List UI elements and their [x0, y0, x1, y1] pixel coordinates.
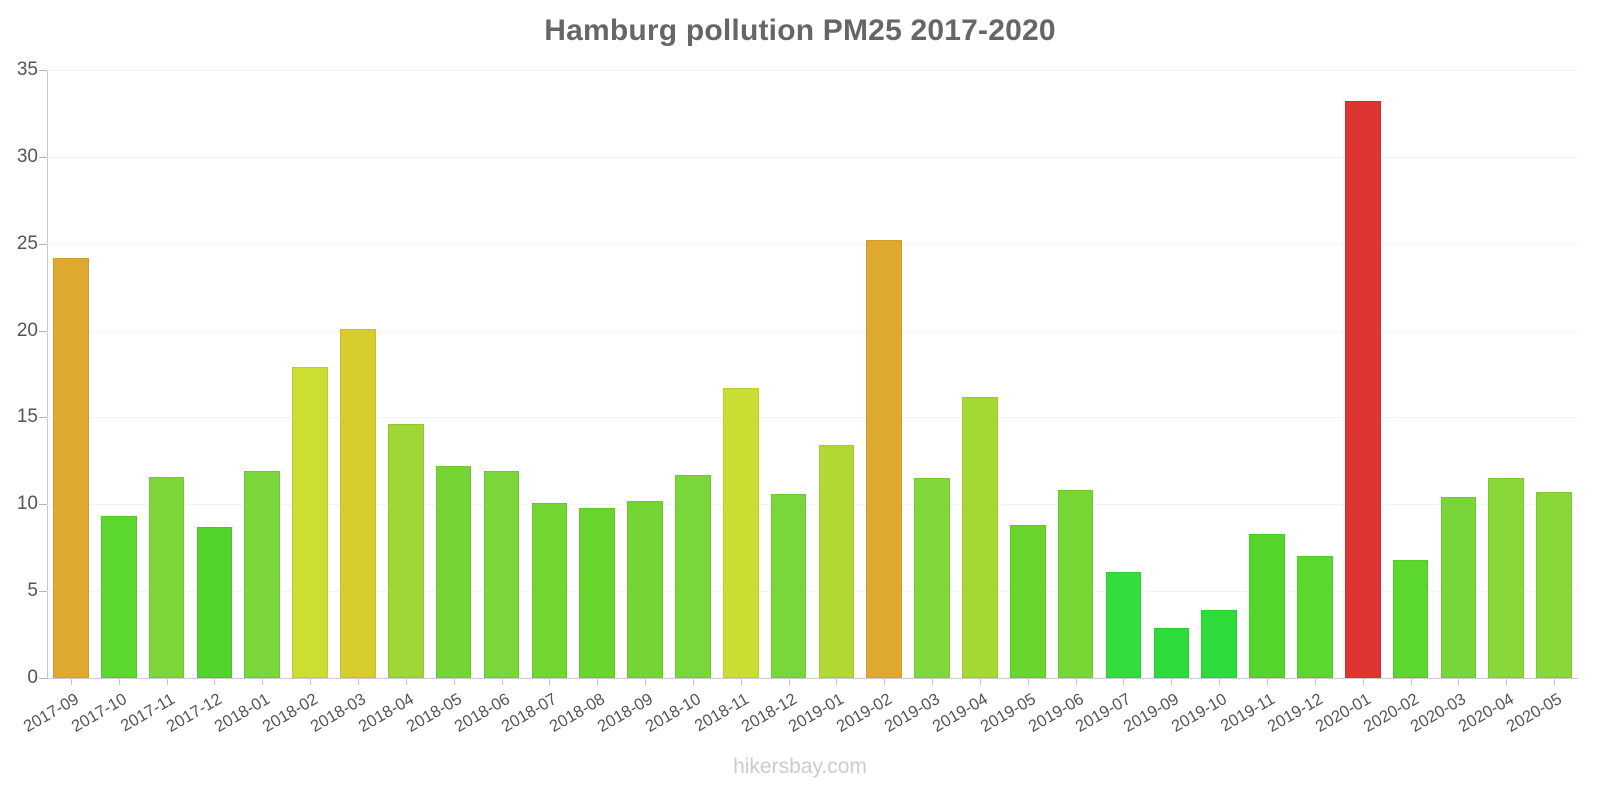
- y-tick-mark: [39, 417, 48, 419]
- bar[interactable]: [770, 493, 807, 678]
- x-tick-mark: [405, 678, 407, 685]
- y-tick-mark: [39, 156, 48, 158]
- x-tick-mark: [1362, 678, 1364, 685]
- bar[interactable]: [1009, 525, 1046, 678]
- bar[interactable]: [866, 240, 903, 678]
- y-tick-mark: [39, 243, 48, 245]
- x-tick-mark: [453, 678, 455, 685]
- y-tick-label: 5: [27, 580, 38, 602]
- bar[interactable]: [531, 502, 568, 678]
- x-tick-mark: [1171, 678, 1173, 685]
- bar[interactable]: [818, 445, 855, 678]
- x-tick-mark: [979, 678, 981, 685]
- x-tick-mark: [214, 678, 216, 685]
- x-tick-mark: [310, 678, 312, 685]
- y-tick-label: 30: [16, 145, 38, 167]
- bar[interactable]: [1201, 610, 1237, 678]
- bar[interactable]: [722, 387, 759, 678]
- gridline: [47, 70, 1578, 71]
- x-tick-mark: [1219, 678, 1221, 685]
- x-tick-mark: [1554, 678, 1556, 685]
- bar[interactable]: [675, 474, 711, 678]
- plot-area: [47, 70, 1578, 679]
- x-tick-mark: [645, 678, 647, 685]
- bar[interactable]: [1392, 559, 1429, 678]
- bar[interactable]: [1057, 490, 1094, 678]
- y-tick-label: 10: [16, 493, 38, 515]
- x-tick-mark: [932, 678, 934, 685]
- y-tick-label: 0: [27, 667, 38, 688]
- x-tick-mark: [501, 678, 503, 685]
- bar[interactable]: [100, 516, 137, 678]
- x-tick-mark: [549, 678, 551, 685]
- y-tick-label: 25: [16, 232, 38, 254]
- x-tick-mark: [70, 678, 72, 685]
- y-tick-label: 35: [16, 59, 38, 80]
- x-tick-mark: [692, 678, 694, 685]
- bar[interactable]: [1440, 497, 1477, 678]
- x-tick-mark: [166, 678, 168, 685]
- bar[interactable]: [579, 507, 616, 678]
- bar[interactable]: [148, 476, 185, 678]
- x-tick-mark: [884, 678, 886, 685]
- chart-title: Hamburg pollution PM25 2017-2020: [544, 14, 1056, 47]
- x-tick-mark: [1458, 678, 1460, 685]
- x-tick-mark: [357, 678, 359, 685]
- bar[interactable]: [244, 471, 281, 678]
- y-tick-label: 15: [16, 406, 38, 428]
- bar[interactable]: [1249, 533, 1285, 678]
- y-axis-line: [47, 70, 48, 678]
- x-tick-mark: [1027, 678, 1029, 685]
- x-tick-mark: [262, 678, 264, 685]
- bar[interactable]: [962, 396, 998, 678]
- bar[interactable]: [435, 466, 472, 678]
- bar[interactable]: [196, 526, 233, 678]
- bar[interactable]: [1344, 101, 1381, 678]
- y-tick-mark: [39, 678, 48, 679]
- bar[interactable]: [1488, 478, 1525, 678]
- bar[interactable]: [627, 500, 663, 678]
- x-tick-mark: [1506, 678, 1508, 685]
- x-tick-mark: [1410, 678, 1412, 685]
- x-tick-mark: [1267, 678, 1269, 685]
- gridline: [47, 678, 1578, 679]
- y-tick-label: 20: [16, 319, 38, 341]
- footer-watermark: hikersbay.com: [733, 755, 867, 778]
- bar[interactable]: [53, 257, 89, 678]
- bar[interactable]: [340, 328, 376, 678]
- bar[interactable]: [1105, 572, 1142, 678]
- gridline: [47, 417, 1578, 419]
- gridline: [47, 330, 1578, 332]
- gridline: [47, 156, 1578, 158]
- bar[interactable]: [914, 478, 950, 678]
- gridline: [47, 504, 1578, 506]
- x-tick-mark: [118, 678, 120, 685]
- bar[interactable]: [483, 471, 520, 678]
- x-tick-mark: [597, 678, 599, 685]
- x-tick-mark: [1075, 678, 1077, 685]
- bar[interactable]: [292, 367, 328, 678]
- y-tick-mark: [39, 504, 48, 506]
- bar[interactable]: [1153, 627, 1190, 678]
- gridline: [47, 591, 1578, 593]
- x-tick-mark: [1123, 678, 1125, 685]
- bar[interactable]: [388, 424, 424, 678]
- x-tick-mark: [788, 678, 790, 685]
- bar[interactable]: [1297, 556, 1333, 678]
- y-tick-mark: [39, 70, 48, 71]
- y-tick-mark: [39, 591, 48, 593]
- gridline: [47, 243, 1578, 245]
- x-tick-mark: [740, 678, 742, 685]
- x-tick-mark: [836, 678, 838, 685]
- x-tick-mark: [1314, 678, 1316, 685]
- bar[interactable]: [1536, 492, 1572, 678]
- y-tick-mark: [39, 330, 48, 332]
